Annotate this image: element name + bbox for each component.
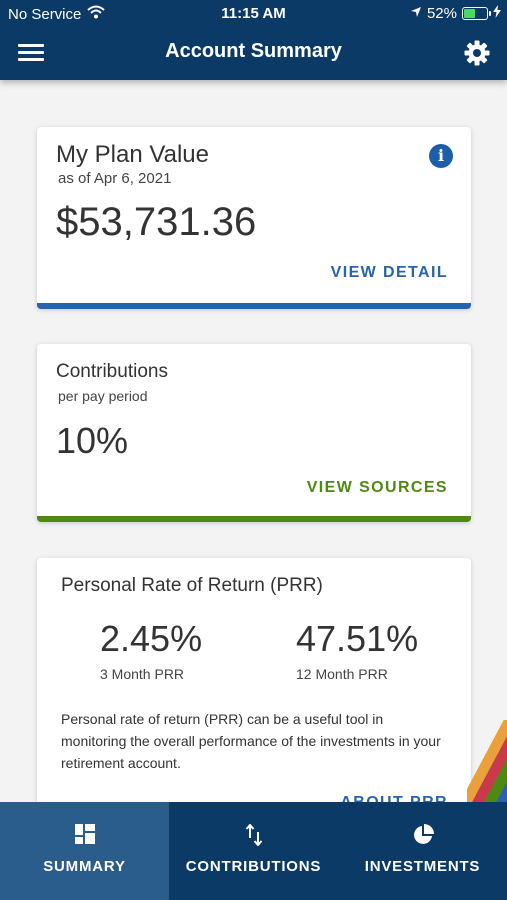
prr-description: Personal rate of return (PRR) can be a u… — [61, 711, 441, 771]
main-content[interactable]: My Plan Value as of Apr 6, 2021 $53,731.… — [0, 80, 507, 802]
view-detail-link[interactable]: VIEW DETAIL — [330, 264, 448, 281]
battery-icon — [462, 7, 491, 20]
view-sources-link[interactable]: VIEW SOURCES — [306, 479, 448, 496]
prr-3-month-value: 2.45% — [100, 618, 203, 659]
prr-3-month: 2.45% 3 Month PRR — [100, 618, 202, 682]
about-prr-link[interactable]: ABOUT PRR — [340, 794, 448, 802]
settings-button[interactable] — [463, 39, 493, 69]
swap-arrows-icon — [245, 824, 262, 846]
page-title: Account Summary — [165, 40, 342, 62]
location-arrow-icon — [410, 5, 422, 22]
contributions-accent-bar — [37, 516, 471, 522]
clock-text: 11:15 AM — [221, 5, 286, 22]
plan-value-title: My Plan Value — [56, 141, 209, 168]
carrier-text: No Service — [8, 5, 82, 23]
hamburger-menu-button[interactable] — [18, 40, 50, 66]
tab-summary-label: SUMMARY — [43, 858, 126, 875]
tab-summary[interactable]: SUMMARY — [0, 802, 169, 900]
contributions-card: Contributions per pay period 10% VIEW SO… — [37, 344, 471, 522]
prr-12-month-value: 47.51% — [296, 618, 419, 659]
tab-contributions[interactable]: CONTRIBUTIONS — [169, 802, 338, 900]
plan-value-amount: $53,731.36 — [56, 200, 257, 244]
contributions-rate: 10% — [56, 420, 129, 461]
battery-percent: 52% — [426, 5, 457, 22]
gear-icon — [464, 40, 490, 66]
prr-12-month-label: 12 Month PRR — [296, 666, 388, 682]
prr-3-month-label: 3 Month PRR — [100, 666, 185, 682]
prr-card: Personal Rate of Return (PRR) 2.45% 3 Mo… — [37, 558, 471, 802]
decorative-stripes — [467, 720, 507, 802]
info-icon[interactable]: i — [429, 144, 453, 168]
bottom-tab-bar: SUMMARY CONTRIBUTIONS INVESTMENTS — [0, 802, 507, 900]
tab-contributions-label: CONTRIBUTIONS — [185, 858, 322, 875]
plan-value-card: My Plan Value as of Apr 6, 2021 $53,731.… — [37, 127, 471, 309]
tab-investments[interactable]: INVESTMENTS — [338, 802, 507, 900]
charging-bolt-icon — [493, 5, 501, 22]
pie-chart-icon — [413, 824, 434, 844]
contributions-title: Contributions — [56, 361, 168, 382]
top-bar: No Service 11:15 AM 52% Accoun — [0, 0, 507, 80]
tab-investments-label: INVESTMENTS — [364, 858, 481, 875]
plan-value-date: as of Apr 6, 2021 — [58, 170, 172, 187]
plan-value-accent-bar — [37, 303, 471, 309]
prr-title: Personal Rate of Return (PRR) — [61, 575, 323, 596]
prr-12-month: 47.51% 12 Month PRR — [296, 618, 418, 682]
status-bar: No Service 11:15 AM 52% — [0, 0, 507, 28]
contributions-subtitle: per pay period — [58, 388, 148, 404]
grid-icon — [74, 824, 95, 844]
wifi-icon — [87, 5, 106, 23]
nav-bar: Account Summary — [0, 28, 507, 80]
